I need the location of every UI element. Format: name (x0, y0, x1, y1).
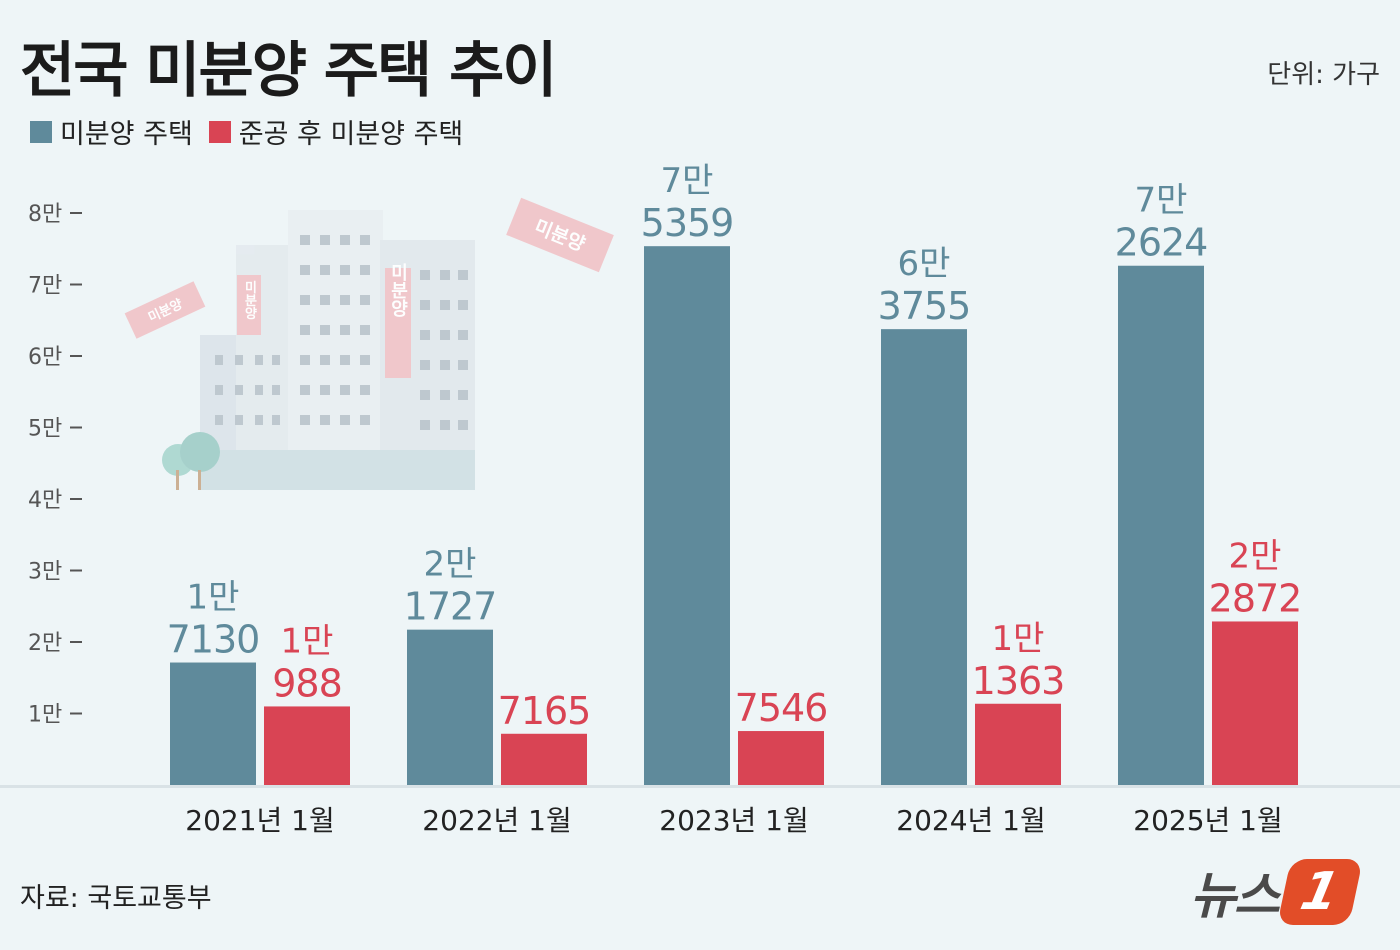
bar-unsold (881, 329, 967, 785)
data-label-man: 7만 (661, 161, 714, 201)
source-credit: 자료: 국토교통부 (20, 883, 212, 914)
data-label-value: 1727 (404, 585, 497, 629)
data-label-man: 2만 (1229, 536, 1282, 576)
bar-completed-unsold (975, 703, 1061, 785)
legend-swatch-unsold (30, 120, 52, 143)
bar-unsold (170, 662, 256, 785)
y-tick-label: 5만 (28, 417, 62, 442)
data-label-value: 3755 (878, 284, 971, 328)
x-category-label: 2021년 1월 (185, 804, 335, 837)
sign-right-text: 미분양 (388, 263, 409, 318)
data-label-man: 1만 (992, 619, 1045, 659)
data-label-value: 988 (272, 661, 342, 705)
y-tick-label: 1만 (28, 703, 62, 728)
sign-tall-text: 미분양 (242, 280, 257, 321)
building-illustration: 미분양 미분양 미분양 미분양 (124, 197, 614, 490)
y-tick-label: 6만 (28, 345, 62, 370)
y-tick-label: 8만 (28, 202, 62, 227)
data-label-man: 6만 (898, 244, 951, 284)
y-tick-label: 7만 (28, 274, 62, 299)
data-label-man: 2만 (424, 545, 477, 585)
logo-mark: 1 (1276, 859, 1364, 925)
baseline (0, 785, 1400, 788)
data-label-value: 5359 (641, 201, 734, 245)
data-label-man: 1만 (187, 578, 240, 618)
data-label-man: 7만 (1135, 181, 1188, 221)
news1-logo: 뉴스 1 (1190, 856, 1364, 928)
logo-text: 뉴스 (1190, 867, 1280, 925)
x-category-label: 2024년 1월 (896, 804, 1046, 837)
legend-item-unsold: 미분양 주택 (30, 112, 193, 151)
x-category-label: 2023년 1월 (659, 804, 809, 837)
data-label-value: 2624 (1115, 221, 1208, 265)
bar-completed-unsold (501, 733, 587, 785)
bar-completed-unsold (738, 731, 824, 785)
data-label-value: 1363 (972, 659, 1065, 703)
y-tick-label: 4만 (28, 488, 62, 513)
data-label-value: 7165 (498, 689, 591, 733)
legend-label-unsold: 미분양 주택 (60, 119, 193, 150)
bar-unsold (1118, 265, 1204, 785)
y-tick-label: 3만 (28, 560, 62, 585)
chart-title: 전국 미분양 주택 추이 (20, 36, 557, 106)
bar-unsold (644, 246, 730, 785)
legend-label-completed: 준공 후 미분양 주택 (238, 119, 464, 150)
data-label-value: 7546 (735, 686, 828, 730)
data-label-value: 7130 (167, 618, 260, 662)
y-tick-label: 2만 (28, 631, 62, 656)
data-label-value: 2872 (1209, 576, 1302, 620)
legend-item-completed: 준공 후 미분양 주택 (208, 112, 464, 151)
unit-label: 단위: 가구 (1267, 60, 1380, 90)
bar-completed-unsold (264, 706, 350, 785)
legend: 미분양 주택 준공 후 미분양 주택 (30, 112, 479, 151)
bar-completed-unsold (1212, 621, 1298, 785)
bar-unsold (407, 629, 493, 785)
x-category-label: 2022년 1월 (422, 804, 572, 837)
data-label-man: 1만 (281, 621, 334, 661)
x-category-label: 2025년 1월 (1133, 804, 1283, 837)
legend-swatch-completed (208, 120, 231, 143)
